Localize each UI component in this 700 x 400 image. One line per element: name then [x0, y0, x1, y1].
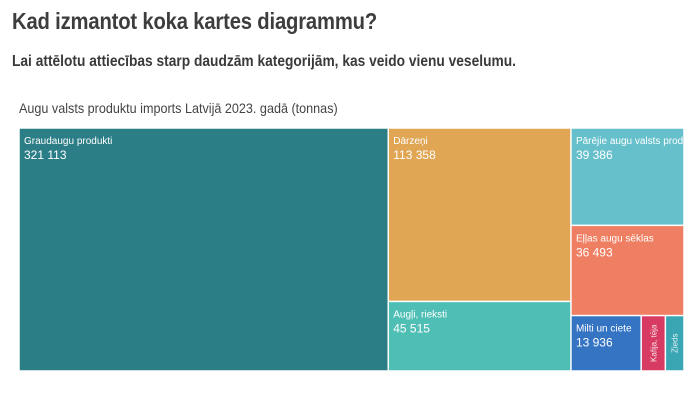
treemap-value: 321 113: [24, 148, 67, 162]
page-subtitle: Lai attēlotu attiecības starp daudzām ka…: [12, 53, 516, 70]
treemap-rect: [571, 226, 684, 315]
treemap-label: Milti un ciete: [576, 324, 632, 335]
treemap-rect: [641, 316, 665, 371]
page-title: Kad izmantot koka kartes diagrammu?: [12, 8, 378, 34]
treemap-label: Dārzeņi: [393, 136, 427, 147]
treemap-label: Augļi, rieksti: [393, 309, 447, 320]
treemap-cell-zieds[interactable]: Zieds: [666, 316, 684, 371]
treemap-value: 39 386: [576, 148, 613, 162]
treemap-label: Eļļas augu sēklas: [576, 233, 654, 244]
treemap-label: Pārējie augu valsts produkti: [576, 136, 699, 147]
treemap-rect: [571, 316, 641, 371]
treemap-rect: [666, 316, 684, 371]
chart-title: Augu valsts produktu imports Latvijā 202…: [19, 100, 338, 116]
treemap-value: 13 936: [576, 336, 613, 350]
treemap-value: 36 493: [576, 245, 613, 259]
treemap-label: Graudaugu produkti: [24, 136, 112, 147]
treemap-value: 113 358: [393, 148, 436, 162]
treemap-label: Zieds: [671, 333, 680, 353]
treemap-cell-kafija-teja[interactable]: Kafija, tēja: [641, 316, 665, 371]
treemap-label: Kafija, tēja: [649, 324, 658, 362]
treemap-rect: [19, 128, 388, 371]
treemap-rect: [571, 128, 684, 225]
treemap-rect: [389, 128, 571, 301]
treemap-rect: [389, 302, 571, 371]
treemap-value: 45 515: [393, 321, 430, 335]
